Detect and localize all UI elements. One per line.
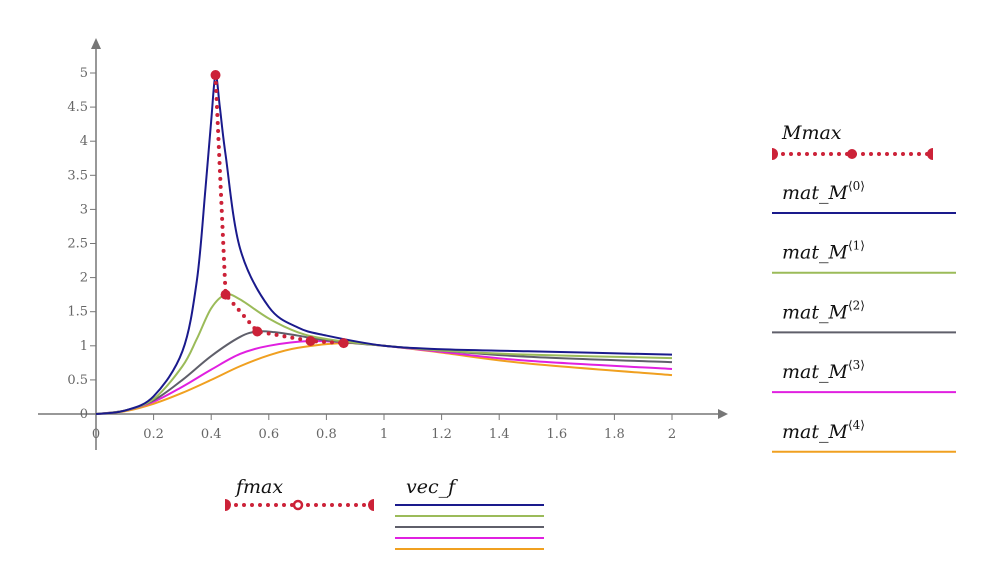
y-tick-label: 1: [80, 339, 88, 354]
peak-point: [338, 338, 349, 349]
legend-series-label: mat_M⟨3⟩: [782, 358, 865, 383]
x-tick-label: 0.2: [143, 427, 164, 442]
series-lines: [95, 74, 673, 415]
x-tick-label: 0: [92, 427, 100, 442]
y-tick-label: 2.5: [67, 237, 88, 252]
series-line: [95, 330, 673, 415]
y-tick-label: 4.5: [67, 100, 88, 115]
y-tick-label: 4: [80, 134, 88, 149]
y-tick-label: 0: [80, 407, 88, 422]
peak-point: [220, 289, 231, 300]
legend-series-label: mat_M⟨1⟩: [782, 239, 865, 264]
legend-marker: [847, 149, 857, 159]
legend-fmax-marker: [292, 499, 304, 511]
legend-series-label: mat_M⟨2⟩: [782, 298, 865, 323]
y-tick-label: 2: [80, 271, 88, 286]
legend-bottom: fmax vec_f: [225, 476, 544, 550]
x-tick-label: 1.4: [489, 427, 510, 442]
tick-labels: 0 0.2 0.4 0.6 0.8 1 1.2 1.4 1.6 1.8 2 0 0.5 1 1.5 2 2.5 3…: [67, 66, 676, 442]
x-tick-label: 2: [668, 427, 676, 442]
axes: [38, 38, 728, 450]
peak-markers: [210, 70, 349, 349]
legend-end-cap: [927, 148, 933, 160]
series-line: [95, 74, 673, 415]
y-tick-label: 3.5: [67, 168, 88, 183]
legend-mmax-label: Mmax: [781, 122, 842, 144]
series-line: [95, 342, 673, 415]
legend-series-label: mat_M⟨4⟩: [782, 418, 865, 443]
y-tick-label: 5: [80, 66, 88, 81]
y-tick-label: 0.5: [67, 373, 88, 388]
x-tick-label: 0.4: [201, 427, 222, 442]
legend-vecf-label: vec_f: [406, 476, 458, 498]
legend-end-cap: [225, 499, 231, 511]
legend-end-cap: [368, 499, 374, 511]
peak-point: [210, 70, 221, 81]
x-tick-label: 0.6: [258, 427, 279, 442]
x-tick-label: 1.6: [546, 427, 567, 442]
y-axis-arrow: [91, 38, 101, 49]
x-tick-label: 1: [380, 427, 388, 442]
peak-point: [305, 336, 316, 347]
legend-mmax-line: [772, 148, 933, 160]
series-line: [95, 293, 673, 415]
y-tick-label: 3: [80, 202, 88, 217]
legend-end-cap: [772, 148, 778, 160]
legend-fmax-label: fmax: [234, 476, 283, 498]
series-line: [95, 339, 673, 415]
x-tick-label: 1.2: [431, 427, 452, 442]
legend-right: Mmax mat_M⟨0⟩ mat_M⟨1⟩ mat_M⟨2⟩ mat_M⟨3⟩mat…: [772, 122, 956, 453]
x-axis-arrow: [718, 409, 728, 419]
x-tick-label: 0.8: [316, 427, 337, 442]
x-tick-label: 1.8: [604, 427, 625, 442]
peak-point: [252, 326, 263, 337]
peak-trace-line: [213, 73, 346, 346]
y-tick-label: 1.5: [67, 305, 88, 320]
legend-series-label: mat_M⟨0⟩: [782, 179, 865, 204]
